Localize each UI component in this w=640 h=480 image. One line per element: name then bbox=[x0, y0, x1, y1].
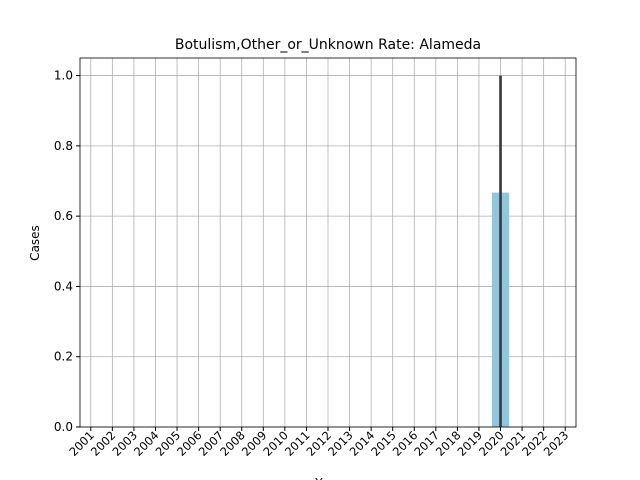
plot-frame bbox=[79, 57, 577, 428]
y-tick-label: 0.6 bbox=[54, 209, 73, 223]
y-tick-label: 0.4 bbox=[54, 279, 73, 293]
y-tick-label: 0.8 bbox=[54, 139, 73, 153]
y-axis-label: Cases bbox=[28, 225, 42, 261]
y-tick-label: 0.0 bbox=[54, 420, 73, 434]
y-tick-label: 1.0 bbox=[54, 69, 73, 83]
chart-title: Botulism,Other_or_Unknown Rate: Alameda bbox=[175, 37, 481, 53]
x-axis-label: Year bbox=[314, 476, 340, 480]
x-tick-label: 2023 bbox=[541, 428, 572, 459]
y-tick-label: 0.2 bbox=[54, 350, 73, 364]
